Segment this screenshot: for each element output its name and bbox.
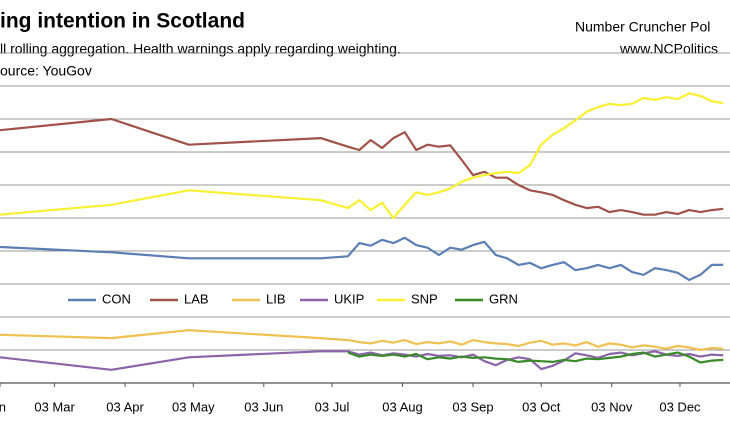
legend-bg — [296, 292, 366, 308]
legend-bg — [146, 292, 216, 308]
credit-url: www.NCPolitics — [619, 41, 718, 57]
x-tick-label: 03 Jul — [315, 399, 350, 414]
x-tick-label: 03 Apr — [106, 399, 144, 414]
legend-label: LIB — [266, 291, 286, 306]
legend-bg — [228, 292, 298, 308]
x-tick-label: 03 Dec — [659, 399, 701, 414]
x-tick-label: 03 Mar — [34, 399, 75, 414]
series-line — [347, 351, 724, 364]
legend-label: UKIP — [334, 291, 364, 306]
series-line — [0, 92, 724, 220]
legend-bg — [373, 292, 443, 308]
x-tick-label: 03 May — [172, 399, 215, 414]
x-tick-label: 03 Nov — [591, 399, 633, 414]
credit: Number Cruncher Pol — [575, 19, 710, 35]
x-tick-label: 03 Aug — [382, 399, 423, 414]
legend-label: GRN — [489, 291, 518, 306]
chart-source: ource: YouGov — [0, 63, 92, 79]
chart-title: ing intention in Scotland — [0, 10, 245, 33]
legend-bg — [64, 292, 134, 308]
legend-label: LAB — [184, 291, 209, 306]
x-tick-label: 03 Sep — [452, 399, 493, 414]
series-line — [0, 329, 724, 352]
chart-subtitle: ll rolling aggregation. Health warnings … — [0, 41, 401, 57]
series-line — [0, 350, 724, 371]
legend-label: SNP — [411, 291, 438, 306]
legend-label: CON — [102, 291, 131, 306]
x-tick-label: 03 Jun — [244, 399, 283, 414]
legend-bg — [451, 292, 521, 308]
series-line — [0, 117, 724, 216]
x-tick-label: 03 Oct — [522, 399, 561, 414]
series-line — [0, 236, 724, 282]
x-tick-label: n — [0, 399, 6, 414]
